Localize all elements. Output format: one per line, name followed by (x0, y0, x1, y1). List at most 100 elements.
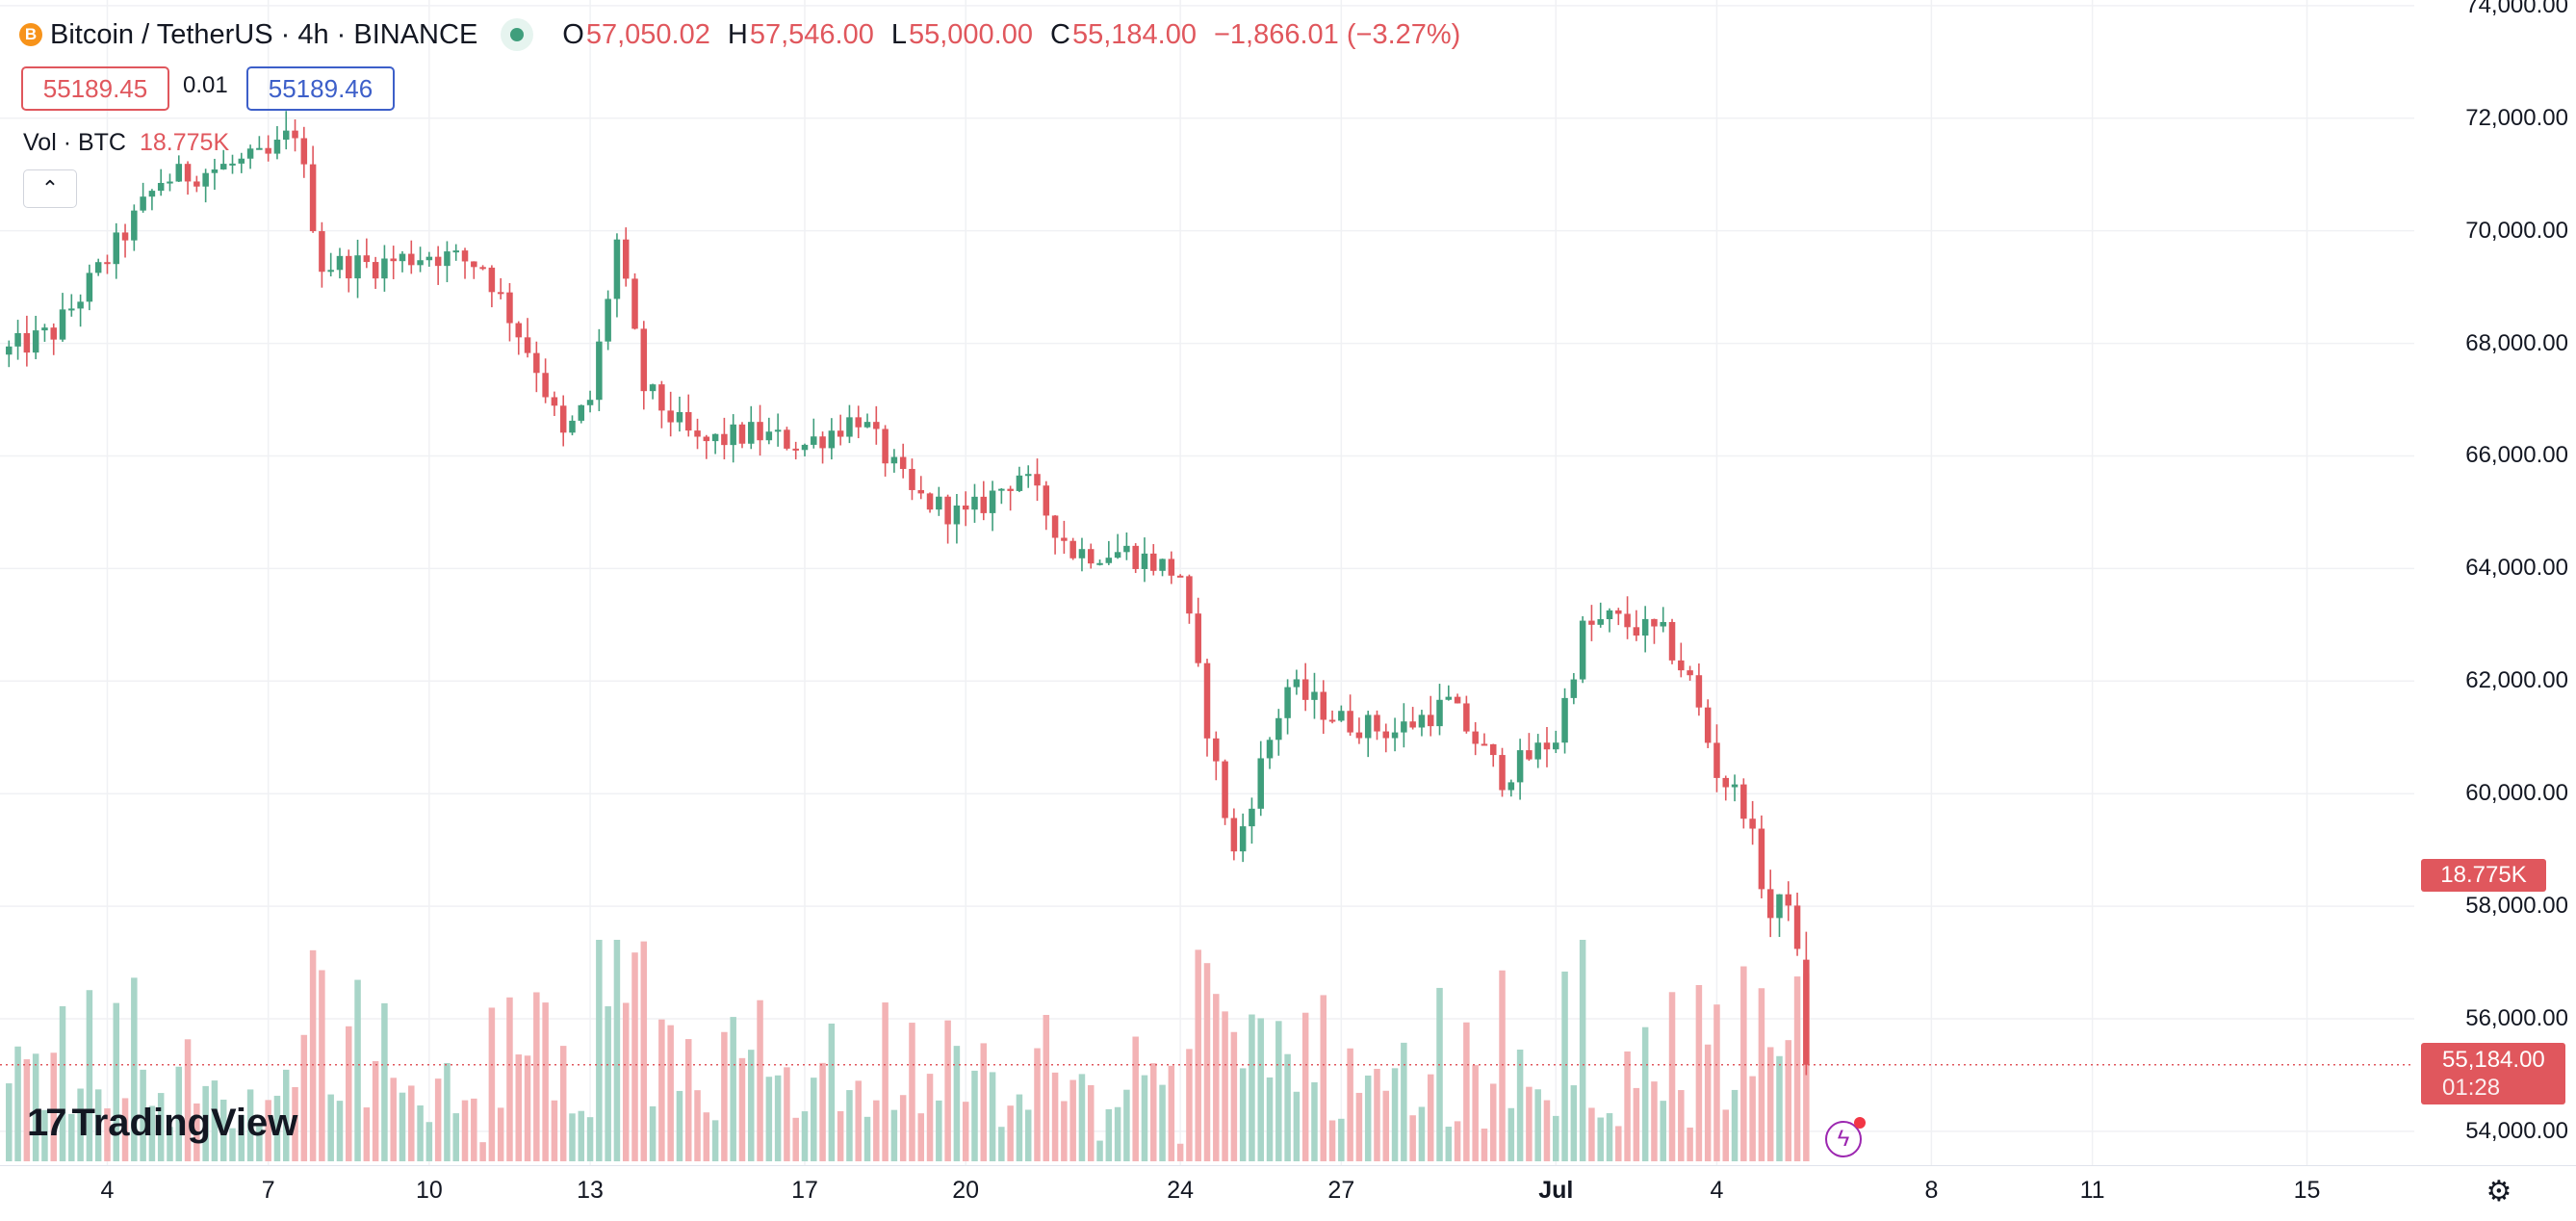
candle-body (909, 468, 915, 490)
candle-body (282, 130, 290, 141)
tradingview-logo[interactable]: 17 TradingView (27, 1102, 297, 1145)
candle-body (1436, 699, 1443, 727)
candle-body (1347, 711, 1353, 733)
candle-body (94, 262, 102, 273)
high-value: 57,546.00 (749, 18, 874, 50)
candle-body (1239, 826, 1247, 852)
volume-bar (32, 1053, 39, 1161)
volume-bar (1793, 976, 1801, 1161)
candle-body (1615, 610, 1622, 614)
candle-body (68, 308, 75, 311)
volume-bar (953, 1046, 961, 1161)
volume-bar (1338, 1118, 1345, 1161)
candle-body (1016, 475, 1023, 491)
volume-bar (104, 1108, 111, 1161)
candle-body (586, 400, 594, 405)
volume-bar (962, 1102, 969, 1161)
candle-body (721, 433, 728, 446)
volume-bar (1641, 1026, 1649, 1161)
volume-bar (1195, 949, 1201, 1161)
volume-bar (1472, 1065, 1479, 1161)
candle-body (32, 330, 39, 353)
candle-body (336, 255, 344, 271)
lightning-bolt-icon[interactable]: ϟ (1825, 1117, 1866, 1157)
market-open-dot (510, 28, 525, 41)
candle-body (819, 436, 826, 449)
candle-body (148, 191, 156, 197)
candle-body (649, 384, 657, 392)
volume-bar (1489, 1083, 1497, 1161)
volume-bar (1141, 1075, 1148, 1161)
volume-bar (811, 1078, 817, 1161)
volume-bar (1463, 1022, 1470, 1161)
candle-body (989, 490, 996, 513)
collapse-legend-button[interactable]: ⌃ (23, 169, 77, 208)
price-tick-label: 70,000.00 (2465, 217, 2568, 244)
volume-bar (569, 1113, 576, 1161)
candle-body (873, 422, 880, 429)
candle-body (613, 239, 621, 299)
candle-body (354, 255, 361, 279)
volume-bar (497, 1107, 504, 1161)
candle-body (1266, 740, 1274, 759)
volume-bar (1007, 1105, 1014, 1161)
candle-body (1472, 731, 1479, 744)
price-tick-label: 68,000.00 (2465, 329, 2568, 356)
volume-bar (980, 1043, 988, 1161)
volume-bar (936, 1100, 942, 1161)
candle-body (811, 436, 817, 445)
volume-bar (792, 1117, 799, 1161)
candle-body (175, 164, 183, 182)
volume-bar (989, 1072, 996, 1161)
candle-body (363, 255, 371, 263)
volume-legend[interactable]: Vol · BTC 18.775K (23, 129, 229, 157)
candle-body (309, 164, 317, 232)
volume-bar (1633, 1087, 1640, 1161)
last-price-badge: 55,184.00 01:28 (2421, 1043, 2565, 1104)
candle-body (524, 337, 531, 353)
volume-bar (533, 992, 540, 1161)
volume-bar (1213, 994, 1220, 1161)
volume-bar (14, 1046, 21, 1161)
volume-bar (1561, 971, 1568, 1161)
tradingview-wordmark: TradingView (71, 1102, 298, 1144)
volume-bar (586, 1117, 594, 1161)
volume-bar (524, 1055, 531, 1161)
candle-body (346, 255, 352, 279)
volume-bar (551, 1100, 558, 1161)
candle-body (86, 273, 93, 302)
sell-price-button[interactable]: 55189.45 (21, 66, 169, 111)
volume-bar (1534, 1089, 1541, 1161)
volume-bar (6, 1083, 13, 1161)
time-tick-label: 13 (577, 1177, 604, 1204)
candle-body (1043, 485, 1050, 516)
volume-bar (1436, 987, 1443, 1161)
candle-body (730, 424, 736, 446)
volume-bar (909, 1023, 915, 1161)
symbol-title[interactable]: Bitcoin / TetherUS · 4h · BINANCE (50, 18, 478, 50)
candle-body (59, 309, 66, 340)
candle-body (1186, 576, 1193, 614)
candle-body (41, 327, 48, 331)
volume-bar (452, 1113, 459, 1161)
candle-body (1454, 696, 1461, 704)
volume-bar (738, 1057, 746, 1161)
candle-body (801, 444, 809, 451)
price-tick-label: 60,000.00 (2465, 780, 2568, 807)
candle-body (497, 292, 504, 295)
gear-icon[interactable]: ⚙ (2486, 1175, 2512, 1208)
volume-bar (1516, 1050, 1524, 1161)
volume-bar (1176, 1143, 1184, 1161)
candle-body (1766, 889, 1774, 919)
volume-bar (1078, 1074, 1086, 1161)
candle-body (917, 489, 925, 494)
last-price-value: 55,184.00 (2442, 1047, 2545, 1073)
market-status-icon[interactable] (501, 18, 534, 51)
volume-bar (363, 1107, 371, 1161)
buy-price-button[interactable]: 55189.46 (246, 66, 395, 111)
volume-bar (1481, 1129, 1488, 1161)
candle-body (211, 169, 219, 173)
candle-body (658, 384, 665, 411)
candle-body (471, 261, 477, 268)
